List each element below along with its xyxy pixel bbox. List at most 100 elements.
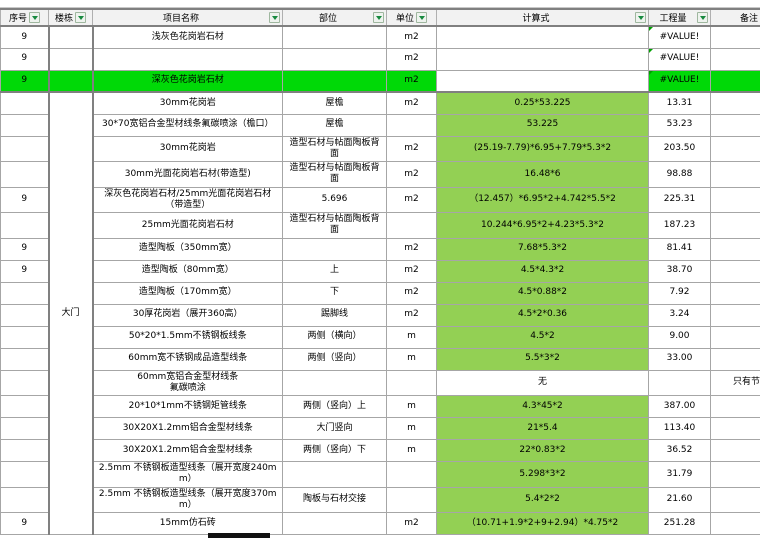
cell-remark[interactable] [710,237,760,261]
filter-dropdown-icon[interactable] [75,12,86,23]
cell-seq[interactable] [0,161,50,188]
cell-qty[interactable]: 187.23 [648,212,711,239]
cell-formula[interactable]: 4.5*2*0.36 [436,303,649,327]
cell-seq[interactable] [0,417,50,440]
cell-name[interactable]: 30*70宽铝合金型材线条氟碳喷涂（檐口） [91,113,283,137]
cell-unit[interactable]: m2 [386,25,437,49]
cell-unit[interactable]: m [386,325,437,349]
cell-part[interactable]: 上 [282,259,387,283]
cell-part[interactable]: 下 [282,281,387,305]
filter-dropdown-icon[interactable] [416,12,427,23]
cell-remark[interactable] [710,395,760,418]
cell-name[interactable]: 50*20*1.5mm不锈钢板线条 [91,325,283,349]
cell-seq[interactable]: 9 [0,237,50,261]
cell-seq[interactable]: 9 [0,25,50,49]
cell-qty[interactable]: 81.41 [648,237,711,261]
filter-dropdown-icon[interactable] [635,12,646,23]
table-row[interactable]: 30*70宽铝合金型材线条氟碳喷涂（檐口） 屋檐 53.225 53.23 [0,113,760,137]
cell-seq[interactable] [0,212,50,239]
cell-name[interactable]: 30X20X1.2mm铝合金型材线条 [91,439,283,462]
cell-name[interactable]: 2.5mm 不锈钢板造型线条（展开宽度240mm） [91,461,283,488]
cell-remark[interactable] [710,25,760,49]
cell-qty[interactable]: 113.40 [648,417,711,440]
cell-name[interactable]: 造型陶板（170mm宽） [91,281,283,305]
cell-remark[interactable] [710,161,760,188]
cell-unit[interactable]: m [386,439,437,462]
cell-part[interactable] [282,25,387,49]
cell-part[interactable] [282,369,387,396]
cell-qty[interactable]: 98.88 [648,161,711,188]
cell-formula[interactable]: 5.4*2*2 [436,486,649,513]
cell-name[interactable]: 深灰色花岗岩石材 [91,69,283,93]
cell-part[interactable] [282,69,387,93]
cell-seq[interactable] [0,325,50,349]
cell-unit[interactable]: m2 [386,161,437,188]
cell-formula[interactable]: 16.48*6 [436,161,649,188]
cell-unit[interactable]: m2 [386,303,437,327]
cell-remark[interactable] [710,486,760,513]
cell-unit[interactable]: m2 [386,259,437,283]
cell-qty[interactable] [648,369,711,396]
cell-formula[interactable]: 无 [436,369,649,396]
cell-name[interactable]: 30mm花岗岩 [91,91,283,115]
cell-qty[interactable]: #VALUE! [648,69,711,93]
cell-remark[interactable] [710,347,760,371]
cell-seq[interactable] [0,395,50,418]
cell-name[interactable]: 30mm光面花岗岩石材(带造型) [91,161,283,188]
table-row[interactable]: 9 造型陶板（350mm宽） m2 7.68*5.3*2 81.41 [0,237,760,261]
table-row[interactable]: 9 深灰色花岗岩石材/25mm光面花岗岩石材（带造型） 5.696 m2 （12.457… [0,186,760,213]
cell-seq[interactable] [0,461,50,488]
cell-formula[interactable]: 5.298*3*2 [436,461,649,488]
cell-name[interactable]: 30厚花岗岩（展开360高） [91,303,283,327]
cell-qty[interactable]: 31.79 [648,461,711,488]
table-row[interactable]: 9 浅灰色花岗岩石材 m2 #VALUE! [0,25,760,49]
cell-building[interactable] [48,69,93,93]
cell-qty[interactable]: 225.31 [648,186,711,213]
cell-name[interactable]: 15mm仿石砖 [91,512,283,535]
cell-name[interactable]: 25mm光面花岗岩石材 [91,212,283,239]
cell-qty[interactable]: 38.70 [648,259,711,283]
cell-building[interactable] [48,47,93,71]
cell-name[interactable]: 30mm花岗岩 [91,135,283,162]
table-row[interactable]: 20*10*1mm不锈钢矩管线条 两侧（竖向）上 m 4.3*45*2 387.00 [0,395,760,418]
cell-unit[interactable]: m2 [386,281,437,305]
cell-part[interactable]: 两侧（竖向）上 [282,395,387,418]
column-header-name[interactable]: 项目名称 [92,8,283,27]
cell-unit[interactable]: m2 [386,135,437,162]
cell-qty[interactable]: 36.52 [648,439,711,462]
cell-formula[interactable]: 7.68*5.3*2 [436,237,649,261]
cell-qty[interactable]: 33.00 [648,347,711,371]
cell-qty[interactable]: #VALUE! [648,25,711,49]
table-row[interactable]: 9 造型陶板（80mm宽）上 m2 4.5*4.3*2 38.70 [0,259,760,283]
cell-seq[interactable] [0,347,50,371]
cell-unit[interactable] [386,212,437,239]
cell-seq[interactable] [0,113,50,137]
cell-part[interactable]: 踢脚线 [282,303,387,327]
cell-qty[interactable]: 7.92 [648,281,711,305]
cell-unit[interactable]: m2 [386,91,437,115]
cell-remark[interactable] [710,91,760,115]
cell-remark[interactable] [710,512,760,535]
cell-part[interactable] [282,512,387,535]
cell-seq[interactable] [0,303,50,327]
table-row[interactable]: 2.5mm 不锈钢板造型线条（展开宽度370mm） 陶板与石材交接 5.4*2*2 2… [0,486,760,513]
table-row[interactable]: 30X20X1.2mm铝合金型材线条 大门竖向 m 21*5.4 113.40 [0,417,760,440]
cell-name[interactable]: 深灰色花岗岩石材/25mm光面花岗岩石材（带造型） [91,186,283,213]
filter-dropdown-icon[interactable] [697,12,708,23]
cell-remark[interactable] [710,439,760,462]
cell-formula[interactable]: 4.5*2 [436,325,649,349]
cell-qty[interactable]: 387.00 [648,395,711,418]
cell-seq[interactable]: 9 [0,186,50,213]
cell-remark[interactable] [710,417,760,440]
cell-seq[interactable]: 9 [0,47,50,71]
column-header-remark[interactable]: 备注 [710,8,760,27]
cell-qty[interactable]: 3.24 [648,303,711,327]
cell-remark[interactable] [710,69,760,93]
cell-seq[interactable]: 9 [0,512,50,535]
cell-part[interactable]: 陶板与石材交接 [282,486,387,513]
cell-unit[interactable] [386,369,437,396]
cell-building[interactable] [48,25,93,49]
cell-seq[interactable]: 9 [0,259,50,283]
cell-seq[interactable] [0,281,50,305]
